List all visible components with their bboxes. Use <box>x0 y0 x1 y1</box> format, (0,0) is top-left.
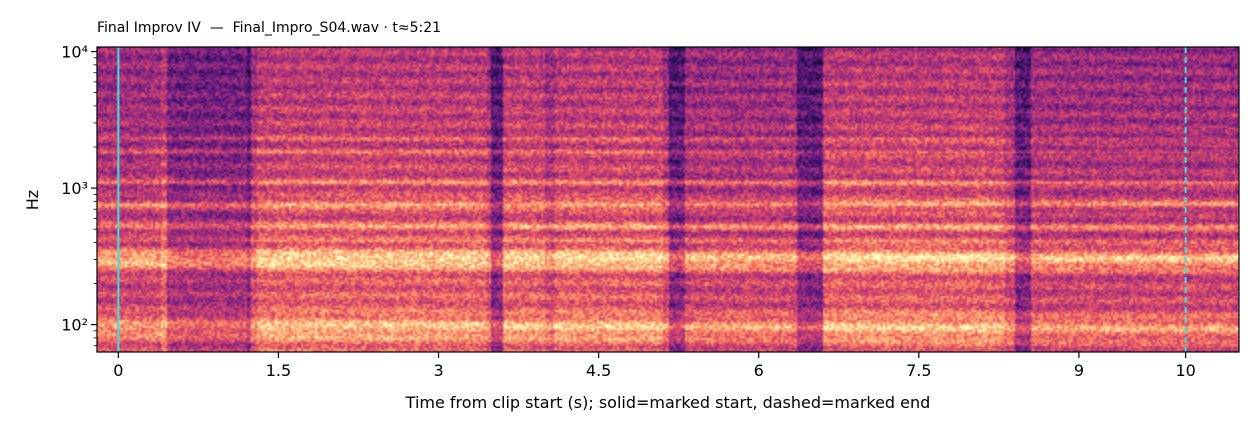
x-tick-label: 3 <box>433 361 443 380</box>
y-tick-label: 10² <box>61 316 88 335</box>
x-tick-label: 0 <box>113 361 123 380</box>
x-tick-label: 6 <box>754 361 764 380</box>
x-tick-label: 7.5 <box>906 361 931 380</box>
x-axis-label: Time from clip start (s); solid=marked s… <box>405 393 931 412</box>
y-tick-label: 10³ <box>61 179 88 198</box>
x-tick-label: 9 <box>1074 361 1084 380</box>
clip-markers <box>117 47 1187 352</box>
y-axis: 10² 10³ 10⁴ <box>61 43 97 347</box>
plot-frame <box>96 46 1240 353</box>
x-tick-label: 1.5 <box>266 361 291 380</box>
x-axis: 0 1.5 3 4.5 6 7.5 9 10 <box>113 352 1196 380</box>
x-tick-label: 4.5 <box>586 361 611 380</box>
y-tick-label: 10⁴ <box>61 43 88 62</box>
y-axis-label: Hz <box>23 190 42 210</box>
chart-title: Final Improv IV — Final_Impro_S04.wav · … <box>97 20 442 36</box>
spectrogram-heatmap <box>97 47 1239 352</box>
x-tick-label: 10 <box>1175 361 1195 380</box>
